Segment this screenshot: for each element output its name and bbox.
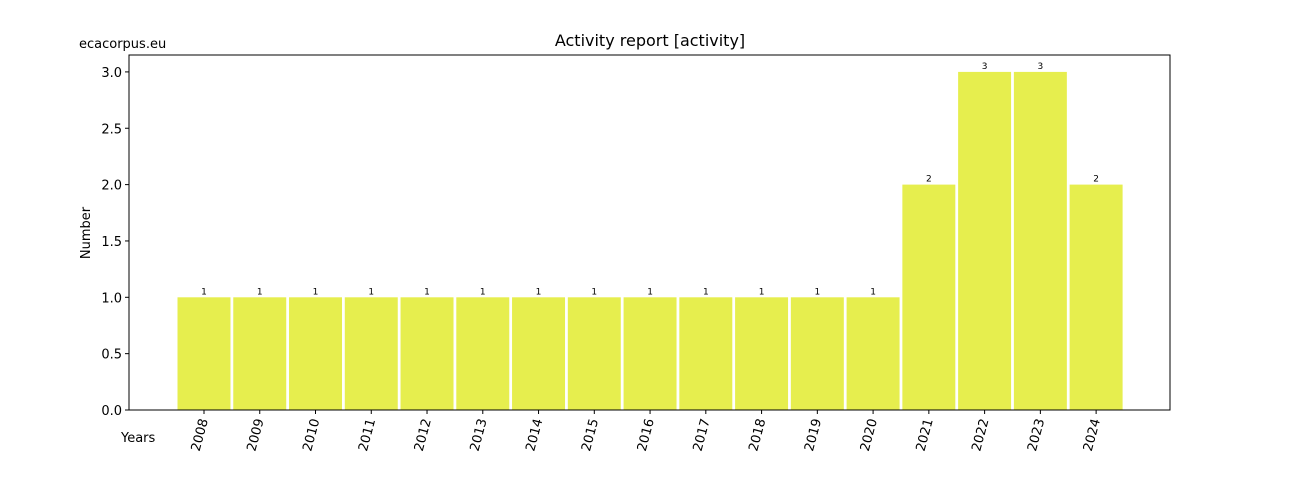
bar bbox=[846, 297, 900, 410]
value-label: 3 bbox=[1037, 62, 1043, 72]
y-axis-label: Number bbox=[79, 206, 94, 259]
value-label: 2 bbox=[926, 175, 932, 185]
value-label: 1 bbox=[257, 287, 263, 297]
x-tick-label: 2019 bbox=[802, 417, 825, 453]
value-label: 2 bbox=[1093, 175, 1099, 185]
value-label: 1 bbox=[368, 287, 374, 297]
value-label: 1 bbox=[759, 287, 765, 297]
y-tick-label: 2.5 bbox=[101, 122, 122, 137]
x-tick-label: 2013 bbox=[468, 417, 491, 453]
bar bbox=[735, 297, 789, 410]
bar bbox=[1013, 71, 1067, 411]
value-label: 1 bbox=[814, 287, 820, 297]
x-tick-label: 2010 bbox=[300, 417, 323, 453]
plot-frame bbox=[128, 54, 1171, 411]
x-tick-label: 2014 bbox=[523, 417, 546, 453]
x-tick-label: 2017 bbox=[691, 417, 714, 453]
y-tick-label: 0.5 bbox=[101, 348, 122, 363]
x-tick-label: 2022 bbox=[969, 417, 992, 453]
y-tick-label: 1.5 bbox=[101, 235, 122, 250]
value-label: 1 bbox=[424, 287, 430, 297]
bar bbox=[400, 297, 454, 410]
y-tick-label: 3.0 bbox=[101, 66, 122, 81]
value-label: 1 bbox=[703, 287, 709, 297]
bar bbox=[456, 297, 510, 410]
y-tick-label: 2.0 bbox=[101, 179, 122, 194]
value-label: 1 bbox=[480, 287, 486, 297]
value-label: 1 bbox=[313, 287, 319, 297]
x-tick-label: 2020 bbox=[858, 417, 881, 453]
bar bbox=[567, 297, 621, 410]
x-tick-label: 2012 bbox=[412, 417, 435, 453]
bar bbox=[958, 71, 1012, 411]
bar bbox=[289, 297, 342, 410]
value-label: 1 bbox=[647, 287, 653, 297]
x-tick-label: 2016 bbox=[635, 417, 658, 453]
chart-title: Activity report [activity] bbox=[555, 31, 745, 50]
x-tick-label: 2015 bbox=[579, 417, 602, 453]
x-tick-label: 2011 bbox=[356, 417, 379, 453]
bar bbox=[1069, 184, 1123, 410]
y-tick-label: 1.0 bbox=[101, 291, 122, 306]
bar bbox=[902, 184, 956, 410]
bar bbox=[344, 297, 398, 410]
value-label: 1 bbox=[536, 287, 542, 297]
x-tick-label: 2018 bbox=[746, 417, 769, 453]
x-tick-label: 2023 bbox=[1025, 417, 1048, 453]
bar bbox=[679, 297, 733, 410]
source-label: ecacorpus.eu bbox=[79, 37, 166, 52]
value-label: 3 bbox=[982, 62, 988, 72]
x-tick-label: 2024 bbox=[1081, 417, 1104, 453]
bar bbox=[623, 297, 677, 410]
value-label: 1 bbox=[591, 287, 597, 297]
value-label: 1 bbox=[870, 287, 876, 297]
bar bbox=[233, 297, 287, 410]
bar bbox=[512, 297, 566, 410]
bar bbox=[790, 297, 844, 410]
x-axis-label: Years bbox=[120, 431, 156, 446]
bar bbox=[177, 297, 231, 410]
x-tick-label: 2008 bbox=[189, 417, 212, 453]
x-tick-label: 2009 bbox=[245, 417, 268, 453]
value-label: 1 bbox=[201, 287, 207, 297]
x-tick-label: 2021 bbox=[914, 417, 937, 453]
y-tick-label: 0.0 bbox=[101, 404, 122, 419]
